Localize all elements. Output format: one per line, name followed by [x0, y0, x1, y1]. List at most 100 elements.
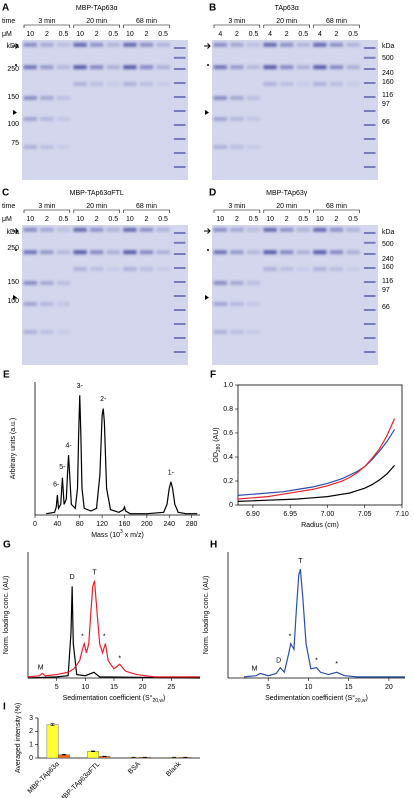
- gel-band: [280, 65, 294, 70]
- x-tick-label: 15: [110, 684, 118, 691]
- gel: [22, 225, 188, 365]
- marker-label: 116: [382, 278, 393, 285]
- gel-band: [23, 65, 37, 70]
- gel-band: [246, 42, 261, 47]
- ladder-band: [173, 96, 186, 98]
- time-group-label: 68 min: [326, 18, 347, 25]
- gel-band: [230, 330, 244, 334]
- gel-band: [123, 65, 137, 70]
- gel-band: [139, 227, 154, 232]
- x-axis-label: Sedimentation coefficient (S°20,w): [63, 694, 166, 704]
- time-group-label: 20 min: [86, 18, 107, 25]
- gel-band: [106, 65, 120, 70]
- gel-band: [246, 65, 261, 70]
- gel-band: [106, 250, 120, 255]
- annotation: *: [289, 634, 292, 641]
- marker-label: 116: [382, 92, 393, 99]
- category-label: BSA: [127, 761, 142, 776]
- x-tick-label: 40: [53, 521, 61, 528]
- ladder-band: [363, 253, 376, 255]
- gel-band: [40, 42, 54, 47]
- gel-band: [346, 250, 360, 255]
- lane-label: 10: [316, 216, 324, 223]
- ladder-band: [363, 337, 376, 339]
- annotation: M: [252, 666, 258, 673]
- marker-label: kDa: [382, 229, 395, 236]
- time-group-label: 20 min: [86, 203, 107, 210]
- gel-band: [90, 42, 104, 47]
- marker-label: 500: [382, 241, 394, 248]
- gel-band: [23, 330, 37, 334]
- lane-label: 10: [26, 216, 34, 223]
- error-bar: [91, 750, 96, 753]
- ladder-band: [363, 267, 376, 269]
- panel-letter: H: [210, 540, 217, 551]
- arrowhead: [13, 110, 17, 115]
- asterisk: [15, 249, 17, 251]
- gel-band: [329, 267, 344, 271]
- x-tick-label: 20: [139, 684, 147, 691]
- annotation: M: [38, 665, 44, 672]
- gel-band: [90, 227, 104, 232]
- ladder-band: [363, 96, 376, 98]
- gel-band: [246, 330, 261, 334]
- gel-band: [23, 227, 37, 232]
- gel-band: [106, 227, 120, 232]
- gel-band: [40, 227, 54, 232]
- gel-band: [230, 117, 244, 121]
- annotation: D: [70, 574, 75, 581]
- ladder-band: [173, 110, 186, 112]
- conc-label: μM: [2, 31, 12, 38]
- time-bracket: [123, 209, 170, 213]
- bar: [87, 751, 99, 759]
- ladder-band: [363, 138, 376, 140]
- ladder-band: [173, 82, 186, 84]
- time-bracket: [213, 209, 261, 213]
- gel-band: [40, 96, 54, 100]
- arrowhead: [205, 110, 209, 115]
- gel-band: [213, 42, 227, 47]
- gel-band: [156, 250, 170, 255]
- gel-band: [40, 117, 54, 121]
- gel-band: [213, 330, 227, 334]
- y-axis-label: OD280 (AU): [213, 427, 222, 462]
- time-group-label: 3 min: [228, 203, 245, 210]
- gel-band: [213, 117, 227, 121]
- gel: [212, 40, 378, 180]
- gel-band: [40, 281, 54, 285]
- ladder-band: [173, 267, 186, 269]
- panel-title: TAp63α: [275, 5, 299, 12]
- marker-label: 97: [382, 101, 390, 108]
- gel-band: [156, 82, 170, 86]
- x-axis-label-part: 20,w: [355, 698, 366, 704]
- time-bracket: [263, 209, 310, 213]
- bar: [46, 724, 59, 759]
- y-tick-label: 1.0: [223, 382, 233, 389]
- gel-band: [246, 302, 261, 306]
- gel-band: [280, 267, 294, 271]
- ladder-band: [173, 138, 186, 140]
- data-line: [27, 580, 200, 678]
- time-label: time: [2, 203, 15, 210]
- marker-label: 240: [382, 256, 394, 263]
- gel-band: [156, 267, 170, 271]
- gel-band: [56, 117, 71, 121]
- annotation: T: [92, 569, 97, 576]
- gel-band: [56, 302, 71, 306]
- data-line: [237, 418, 396, 500]
- gel-band: [346, 227, 360, 232]
- error-bar: [61, 754, 66, 756]
- data-line: [237, 465, 395, 502]
- ladder-band: [363, 124, 376, 126]
- gel-band: [40, 250, 54, 255]
- time-group-label: 68 min: [326, 203, 347, 210]
- gel-band: [230, 227, 244, 232]
- gel-band: [313, 267, 327, 271]
- lane-label: 0.5: [348, 216, 358, 223]
- ladder-band: [173, 351, 186, 353]
- gel-band: [346, 65, 360, 70]
- lane-label: 2: [235, 31, 239, 38]
- x-tick-label: 20: [385, 684, 393, 691]
- x-tick-label: 120: [96, 521, 108, 528]
- data-line: [27, 586, 201, 679]
